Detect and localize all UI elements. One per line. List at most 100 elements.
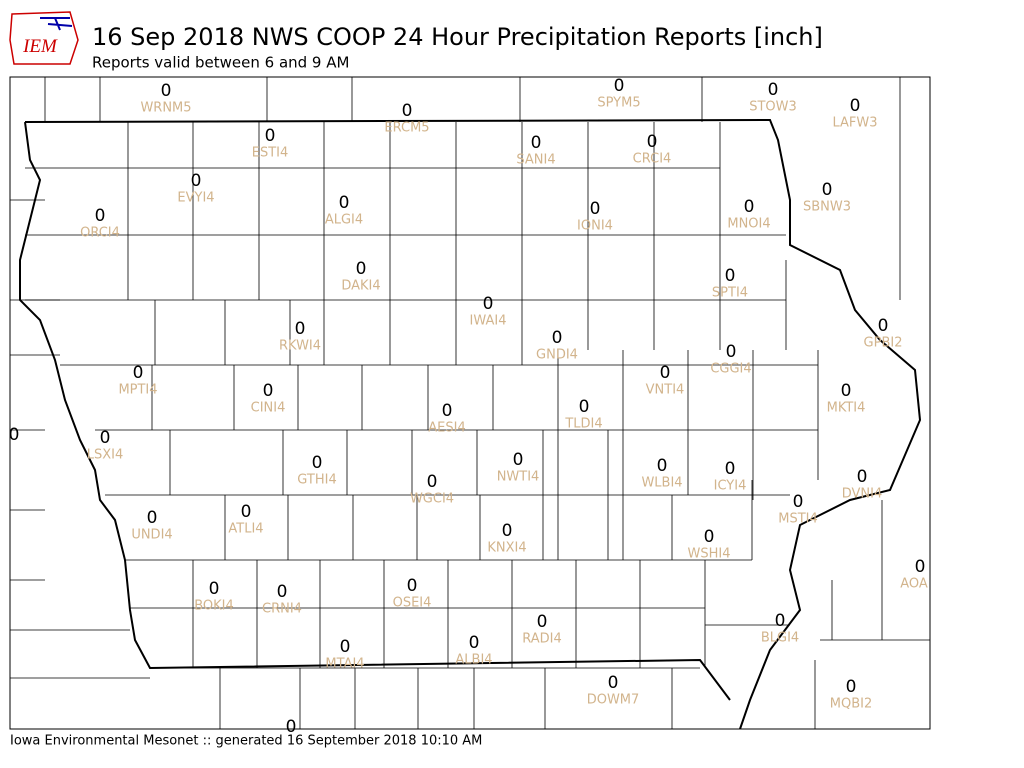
station-value: 0 (312, 453, 323, 473)
station-id: ATLI4 (228, 522, 263, 537)
station-value: 0 (775, 611, 786, 631)
station-id: AESI4 (428, 421, 465, 436)
station-value: 0 (915, 557, 926, 577)
station-id: SPYM5 (597, 96, 640, 111)
station-value: 0 (483, 294, 494, 314)
station-id: IWAI4 (470, 314, 507, 329)
station-id: WGCI4 (410, 492, 454, 507)
station-id: OSEI4 (393, 596, 432, 611)
station-value: 0 (744, 197, 755, 217)
station-value: 0 (209, 579, 220, 599)
station-id: SPTI4 (712, 286, 748, 301)
station-value: 0 (513, 450, 524, 470)
station-id: SANI4 (516, 153, 555, 168)
station-id: MPTI4 (118, 383, 157, 398)
station-id: ALGI4 (325, 213, 363, 228)
subtitle: Reports valid between 6 and 9 AM (92, 54, 349, 72)
county-lines (10, 77, 930, 729)
station-id: EVYI4 (177, 191, 214, 206)
station-id: WRNM5 (140, 101, 191, 116)
title: 16 Sep 2018 NWS COOP 24 Hour Precipitati… (92, 23, 823, 51)
station-id: TLDI4 (564, 417, 602, 432)
station-id: SBNW3 (803, 200, 851, 215)
station-value: 0 (822, 180, 833, 200)
station-value: 0 (407, 576, 418, 596)
iowa-border (19, 118, 922, 730)
station-id: MQBI2 (830, 697, 872, 712)
station-value: 0 (502, 521, 513, 541)
station-id: RKWI4 (279, 339, 321, 354)
station-id: WSHI4 (688, 547, 731, 562)
station-value: 0 (286, 717, 297, 737)
station-id: NWTI4 (497, 470, 540, 485)
station-value: 0 (442, 401, 453, 421)
station-value: 0 (469, 633, 480, 653)
station-id: ESTI4 (252, 146, 289, 161)
station-value: 0 (878, 316, 889, 336)
station-value: 0 (9, 425, 20, 445)
station-id: CGGI4 (710, 362, 751, 377)
station-value: 0 (725, 459, 736, 479)
station-value: 0 (704, 527, 715, 547)
station-value: 0 (552, 328, 563, 348)
station-id: IONI4 (577, 219, 613, 234)
station-value: 0 (793, 492, 804, 512)
station-value: 0 (725, 266, 736, 286)
station-value: 0 (147, 508, 158, 528)
station-value: 0 (277, 582, 288, 602)
station-value: 0 (161, 81, 172, 101)
station-value: 0 (263, 381, 274, 401)
logo-text: IEM (22, 36, 58, 57)
station-id: ERCM5 (384, 121, 429, 136)
station-value: 0 (841, 381, 852, 401)
station-value: 0 (191, 171, 202, 191)
station-id: LAFW3 (832, 116, 877, 131)
station-id: MTAI4 (325, 657, 364, 672)
map (9, 76, 931, 730)
station-value: 0 (768, 80, 779, 100)
station-id: VNTI4 (646, 383, 685, 398)
station-id: ORCI4 (80, 226, 120, 241)
station-value: 0 (339, 193, 350, 213)
station-value: 0 (95, 206, 106, 226)
station-id: RADI4 (522, 632, 562, 647)
station-value: 0 (100, 428, 111, 448)
station-id: CRNI4 (262, 602, 302, 617)
station-value: 0 (647, 132, 658, 152)
logo: IEM (9, 11, 79, 65)
station-value: 0 (427, 472, 438, 492)
station-value: 0 (579, 397, 590, 417)
station-value: 0 (340, 637, 351, 657)
station-id: BLGI4 (761, 631, 799, 646)
station-id: AOA (900, 577, 928, 592)
footer: Iowa Environmental Mesonet :: generated … (10, 734, 482, 749)
station-id: CRCI4 (633, 152, 672, 167)
station-id: CINI4 (251, 401, 286, 416)
station-id: DOWM7 (587, 693, 640, 708)
station-value: 0 (614, 76, 625, 96)
station-value: 0 (265, 126, 276, 146)
station-value: 0 (657, 456, 668, 476)
station-value: 0 (537, 612, 548, 632)
station-id: GNDI4 (536, 348, 578, 363)
station-id: ICYI4 (714, 479, 747, 494)
station-id: DVNI4 (842, 487, 883, 502)
station-id: MKTI4 (827, 401, 866, 416)
station-id: GPBI2 (864, 336, 903, 351)
station-id: WLBI4 (641, 476, 682, 491)
station-value: 0 (295, 319, 306, 339)
station-id: KNXI4 (487, 541, 526, 556)
station-value: 0 (590, 199, 601, 219)
station-id: STOW3 (749, 100, 797, 115)
station-value: 0 (846, 677, 857, 697)
station-id: UNDI4 (131, 528, 172, 543)
station-value: 0 (356, 259, 367, 279)
station-id: DAKI4 (341, 279, 380, 294)
station-value: 0 (608, 673, 619, 693)
station-id: MSTI4 (778, 512, 818, 527)
station-value: 0 (857, 467, 868, 487)
station-id: ALBI4 (455, 653, 492, 668)
station-value: 0 (726, 342, 737, 362)
station-value: 0 (133, 363, 144, 383)
